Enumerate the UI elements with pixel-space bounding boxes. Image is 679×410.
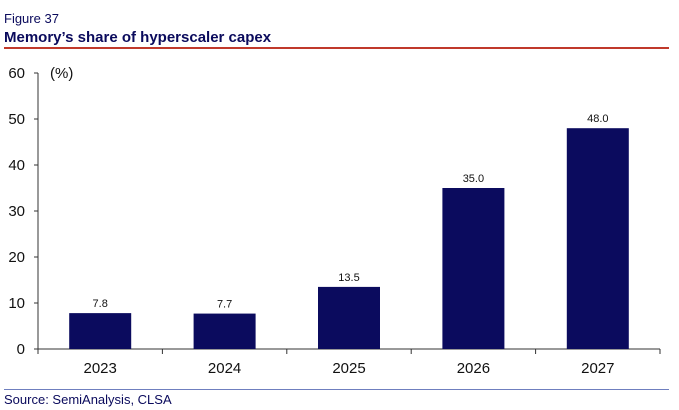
x-tick-label-2027: 2027 [581,360,614,377]
x-tick-label-2024: 2024 [208,360,241,377]
y-tick-label: 50 [8,111,25,128]
bar-2023 [69,313,132,349]
data-label-2023: 7.8 [93,298,108,310]
x-tick-label-2026: 2026 [457,360,490,377]
data-label-2024: 7.7 [217,299,232,311]
data-label-2026: 35.0 [463,173,484,185]
source-divider [4,389,669,390]
bars [69,128,629,349]
data-labels: 7.8 7.7 13.5 35.0 48.0 [93,113,609,310]
y-tick-label: 10 [8,295,25,312]
bar-2026 [442,188,505,349]
bar-2027 [566,128,629,349]
bar-2025 [318,286,380,349]
y-tick-label: 60 [8,65,25,82]
title-underline [4,47,669,49]
figure-label: Figure 37 [4,11,59,26]
y-tick-label: 40 [8,157,25,174]
x-tick-label-2023: 2023 [84,360,117,377]
source-note: Source: SemiAnalysis, CLSA [4,392,172,407]
y-tick-label: 30 [8,203,25,220]
x-tick-label-2025: 2025 [332,360,365,377]
bar-2024 [193,313,256,349]
y-tick-label: 20 [8,249,25,266]
data-label-2027: 48.0 [587,113,608,125]
data-label-2025: 13.5 [338,272,359,284]
y-tick-label: 0 [17,341,25,358]
chart-title: Memory’s share of hyperscaler capex [4,29,272,46]
y-axis-label: (%) [50,65,73,82]
